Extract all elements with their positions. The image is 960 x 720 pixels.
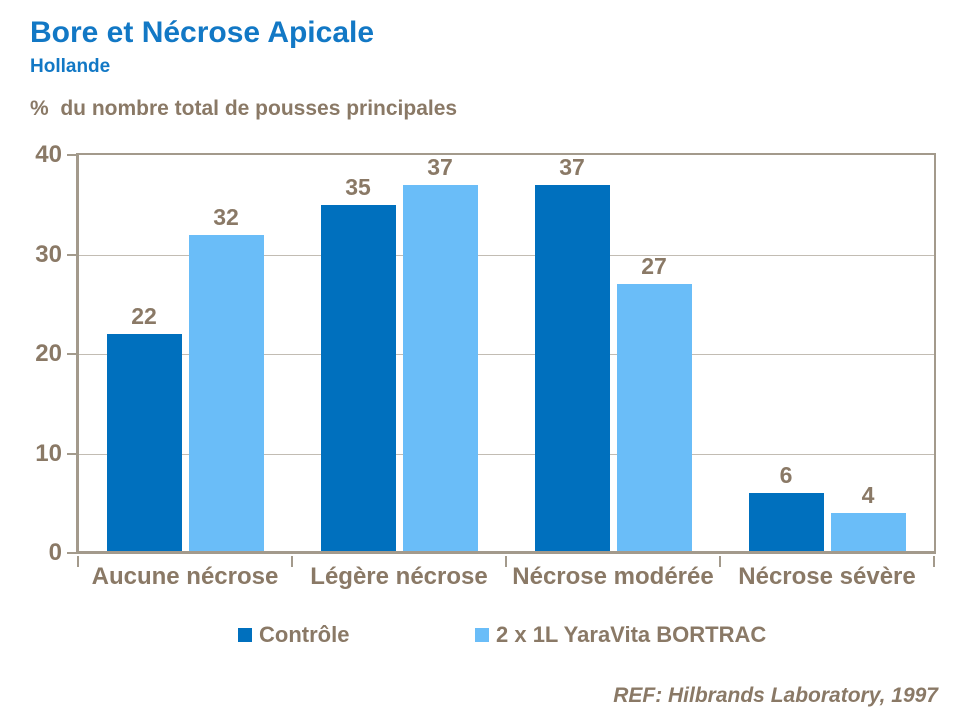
- y-axis-tick-label: 30: [35, 240, 62, 268]
- bar-value-label: 32: [213, 203, 239, 230]
- y-axis-title: % du nombre total de pousses principales: [30, 97, 458, 120]
- bar-value-label: 6: [779, 462, 793, 489]
- bar-value-label: 37: [559, 153, 585, 180]
- bar-2-x-1l-yaravita-bortrac: [402, 184, 478, 553]
- x-axis-tick: [291, 556, 293, 567]
- bar-2-x-1l-yaravita-bortrac: [830, 513, 906, 553]
- gridline: [78, 354, 934, 355]
- page-title: Bore et Nécrose Apicale: [30, 16, 375, 49]
- x-axis-category-label: Nécrose modérée: [512, 563, 714, 590]
- gridline: [78, 254, 934, 256]
- bar-2-x-1l-yaravita-bortrac: [616, 284, 692, 553]
- legend-item: Contrôle: [238, 621, 349, 649]
- y-axis-tick-label: 40: [35, 141, 62, 168]
- bar-2-x-1l-yaravita-bortrac: [188, 234, 264, 553]
- y-axis-tick: [67, 253, 78, 256]
- bar-value-label: 35: [345, 173, 371, 200]
- bar-contr-le: [106, 334, 182, 553]
- x-axis-category-label: Aucune nécrose: [91, 563, 279, 590]
- y-axis-tick-label: 20: [35, 340, 62, 367]
- legend-label: Contrôle: [259, 622, 350, 647]
- y-axis-tick: [67, 552, 78, 554]
- bar-value-label: 27: [641, 253, 667, 280]
- y-axis-tick: [67, 452, 78, 455]
- legend-marker-icon: [475, 628, 489, 642]
- reference-text: REF: Hilbrands Laboratory, 1997: [613, 684, 938, 707]
- x-axis-tick: [77, 556, 79, 567]
- bar-contr-le: [534, 184, 610, 553]
- plot-area: 22 32 35 37 37 27 6 4: [67, 153, 935, 567]
- x-axis-tick: [505, 556, 507, 567]
- x-axis-category-label: Nécrose sévère: [738, 563, 916, 590]
- x-axis-category-label: Légère nécrose: [310, 563, 488, 590]
- page-subtitle: Hollande: [30, 56, 111, 77]
- bar-value-label: 22: [131, 303, 157, 330]
- bar-value-label: 4: [861, 482, 875, 509]
- bar-contr-le: [748, 493, 824, 553]
- bar-contr-le: [320, 204, 396, 553]
- y-axis-tick: [67, 353, 78, 355]
- legend-marker-icon: [238, 628, 252, 642]
- bar-value-label: 37: [427, 153, 453, 180]
- legend: Contrôle 2 x 1L YaraVita BORTRAC: [0, 621, 960, 651]
- y-axis-tick: [67, 154, 78, 156]
- y-axis-tick-label: 10: [35, 439, 62, 467]
- x-axis-tick: [933, 556, 935, 567]
- gridline: [78, 453, 934, 455]
- x-axis-tick: [719, 556, 721, 567]
- legend-item: 2 x 1L YaraVita BORTRAC: [475, 621, 766, 649]
- y-axis-tick-label: 0: [48, 539, 62, 566]
- legend-label: 2 x 1L YaraVita BORTRAC: [496, 622, 767, 647]
